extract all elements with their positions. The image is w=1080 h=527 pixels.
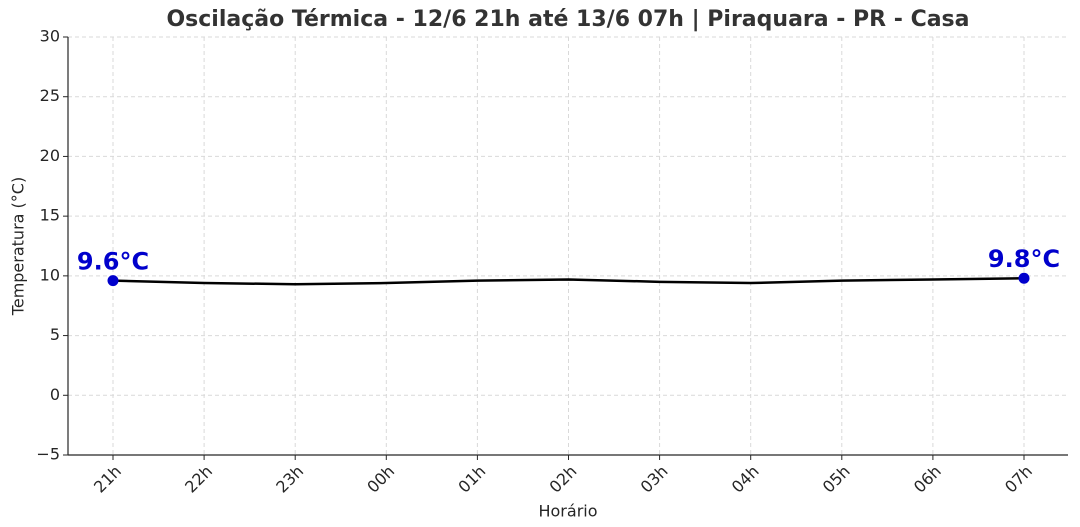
y-tick-label: −5 bbox=[36, 445, 60, 464]
x-tick-label: 02h bbox=[546, 462, 581, 497]
x-tick-label: 00h bbox=[363, 462, 398, 497]
y-tick-label: 5 bbox=[50, 325, 60, 344]
x-tick-label: 05h bbox=[819, 462, 854, 497]
data-point bbox=[107, 275, 119, 287]
x-tick-label: 03h bbox=[637, 462, 672, 497]
x-tick-label: 04h bbox=[728, 462, 763, 497]
y-tick-label: 20 bbox=[40, 146, 60, 165]
x-tick-label: 22h bbox=[181, 462, 216, 497]
y-tick-label: 25 bbox=[40, 86, 60, 105]
data-label: 9.8°C bbox=[988, 245, 1060, 273]
x-tick-label: 06h bbox=[910, 462, 945, 497]
x-tick-label: 01h bbox=[454, 462, 489, 497]
y-tick-label: 15 bbox=[40, 206, 60, 225]
y-axis-label: Temperatura (°C) bbox=[9, 177, 28, 316]
x-tick-label: 23h bbox=[272, 462, 307, 497]
y-tick-label: 0 bbox=[50, 385, 60, 404]
y-tick-label: 30 bbox=[40, 27, 60, 46]
data-label: 9.6°C bbox=[77, 248, 149, 276]
x-tick-label: 21h bbox=[90, 462, 125, 497]
chart-title: Oscilação Térmica - 12/6 21h até 13/6 07… bbox=[166, 7, 969, 32]
x-tick-label: 07h bbox=[1001, 462, 1036, 497]
data-line bbox=[112, 276, 1025, 286]
data-point bbox=[1018, 272, 1030, 284]
y-tick-label: 10 bbox=[40, 265, 60, 284]
x-axis-label: Horário bbox=[538, 502, 597, 521]
